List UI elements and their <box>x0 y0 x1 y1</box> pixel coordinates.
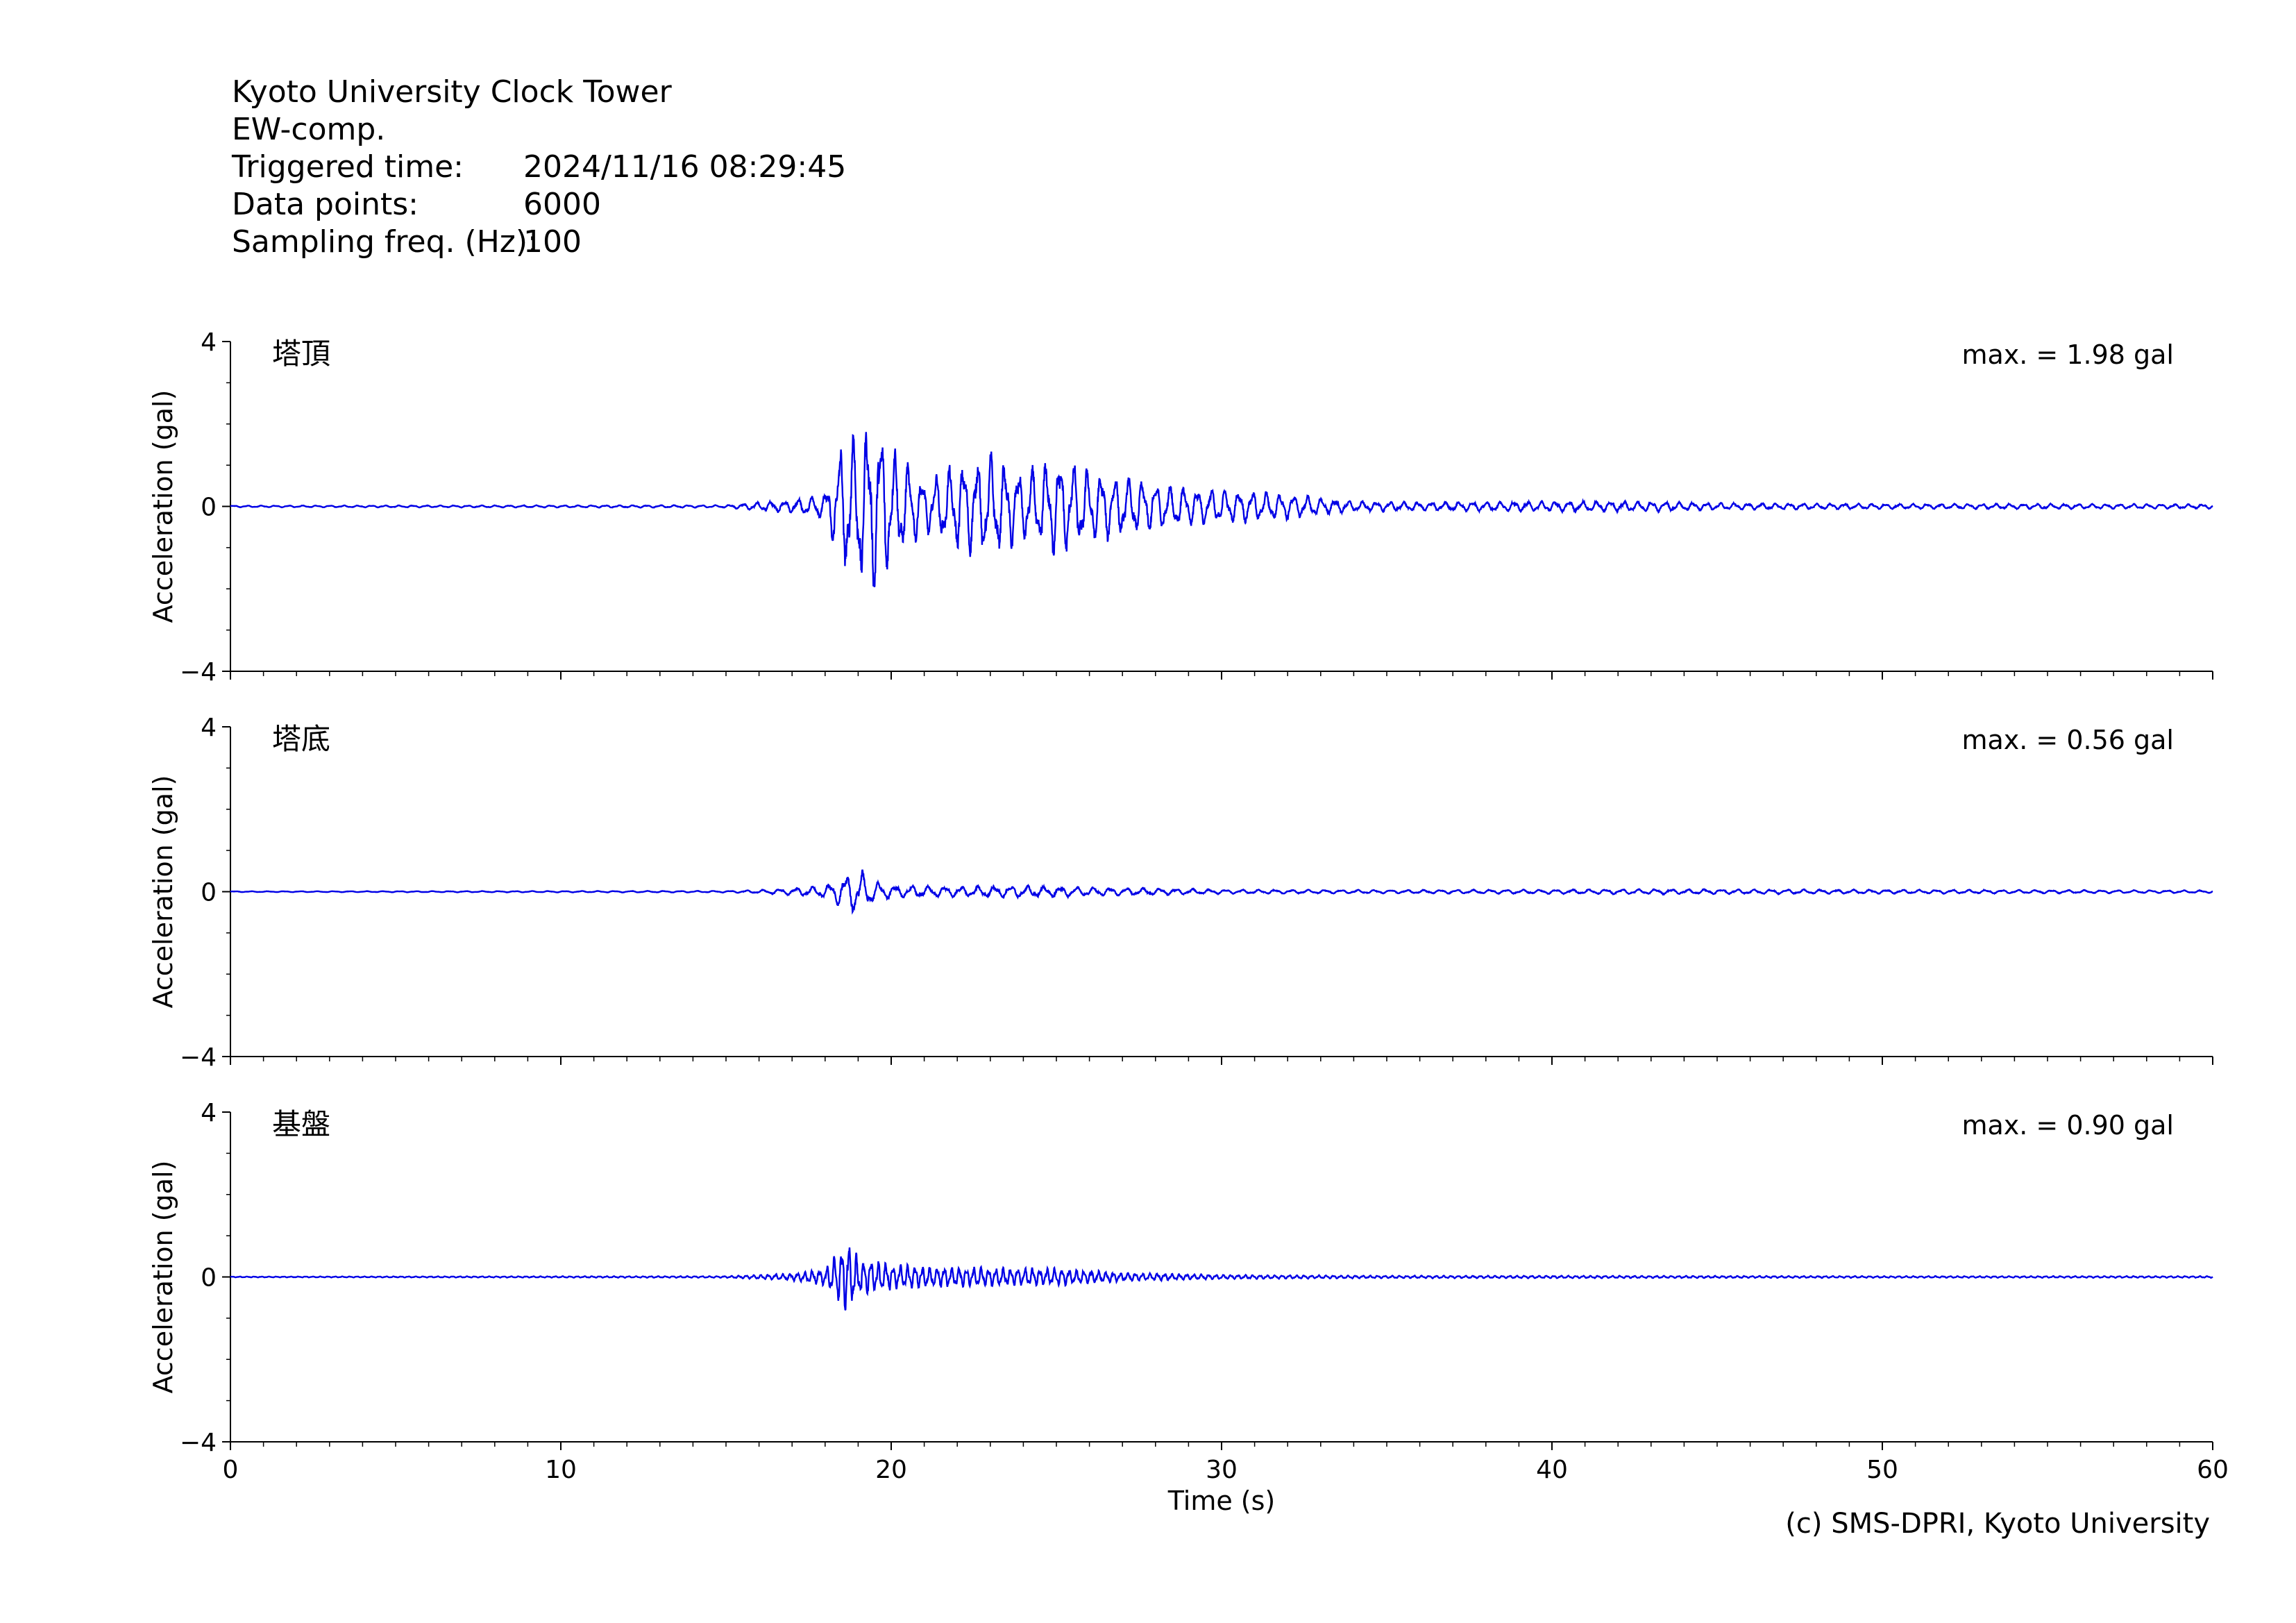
y-tick-label: 4 <box>201 714 217 742</box>
panel-label: 塔底 <box>272 722 330 756</box>
y-tick-label: −4 <box>180 1429 217 1457</box>
x-axis-title: Time (s) <box>1167 1486 1276 1516</box>
y-tick-label: −4 <box>180 1043 217 1072</box>
waveform-trace <box>230 1247 2213 1311</box>
points-label: Data points: <box>232 187 419 222</box>
max-label: max. = 0.56 gal <box>1961 725 2174 755</box>
freq-value: 100 <box>523 224 582 260</box>
triggered-value: 2024/11/16 08:29:45 <box>523 149 847 185</box>
panel-label: 基盤 <box>272 1107 330 1141</box>
x-tick-label: 50 <box>1866 1456 1898 1484</box>
points-value: 6000 <box>523 187 601 222</box>
y-tick-label: 0 <box>201 1264 217 1293</box>
y-axis-title: Acceleration (gal) <box>148 775 178 1009</box>
max-label: max. = 1.98 gal <box>1961 339 2174 370</box>
credit-text: (c) SMS-DPRI, Kyoto University <box>1785 1508 2210 1540</box>
triggered-row: Triggered time: 2024/11/16 08:29:45 <box>232 149 846 186</box>
panel-label: 塔頂 <box>272 337 330 371</box>
x-tick-label: 10 <box>545 1456 577 1484</box>
y-tick-label: −4 <box>180 658 217 687</box>
chart-header: Kyoto University Clock Tower EW-comp. Tr… <box>232 74 846 261</box>
triggered-label: Triggered time: <box>232 149 464 185</box>
waveform-trace <box>230 869 2213 915</box>
y-axis-title: Acceleration (gal) <box>148 1161 178 1394</box>
points-row: Data points: 6000 <box>232 186 846 224</box>
freq-label: Sampling freq. (Hz): <box>232 224 538 260</box>
x-tick-label: 40 <box>1536 1456 1568 1484</box>
y-tick-label: 0 <box>201 879 217 907</box>
y-axis-title: Acceleration (gal) <box>148 390 178 623</box>
max-label: max. = 0.90 gal <box>1961 1110 2174 1141</box>
x-tick-label: 0 <box>223 1456 239 1484</box>
x-tick-label: 20 <box>875 1456 907 1484</box>
y-tick-label: 4 <box>201 1099 217 1127</box>
waveform-trace <box>230 432 2213 588</box>
x-tick-label: 30 <box>1206 1456 1238 1484</box>
y-tick-label: 4 <box>201 328 217 357</box>
y-tick-label: 0 <box>201 494 217 522</box>
station-title: Kyoto University Clock Tower <box>232 74 672 110</box>
freq-row: Sampling freq. (Hz):100 <box>232 224 846 261</box>
component-label: EW-comp. <box>232 112 386 147</box>
x-tick-label: 60 <box>2197 1456 2229 1484</box>
